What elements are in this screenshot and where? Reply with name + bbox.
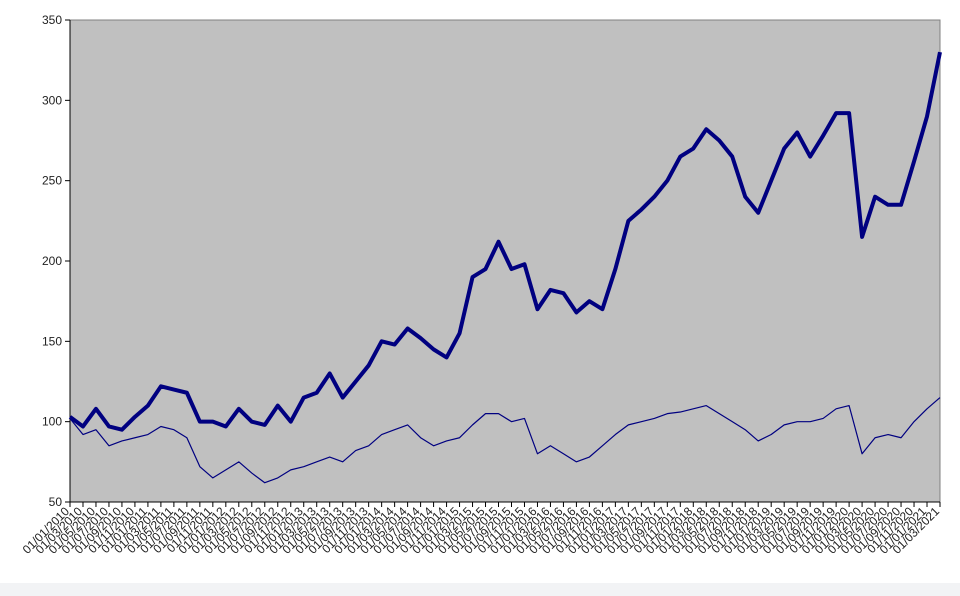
y-tick-label: 50 — [49, 495, 63, 509]
y-tick-label: 200 — [42, 254, 62, 268]
y-tick-label: 300 — [42, 93, 62, 107]
y-tick-label: 250 — [42, 174, 62, 188]
series-line — [69, 397, 941, 484]
y-tick-label: 100 — [42, 415, 62, 429]
plot-area — [69, 19, 941, 503]
y-tick-label: 150 — [42, 334, 62, 348]
series-line — [68, 51, 942, 432]
y-tick-label: 350 — [42, 13, 62, 27]
footer-strip — [0, 583, 960, 596]
